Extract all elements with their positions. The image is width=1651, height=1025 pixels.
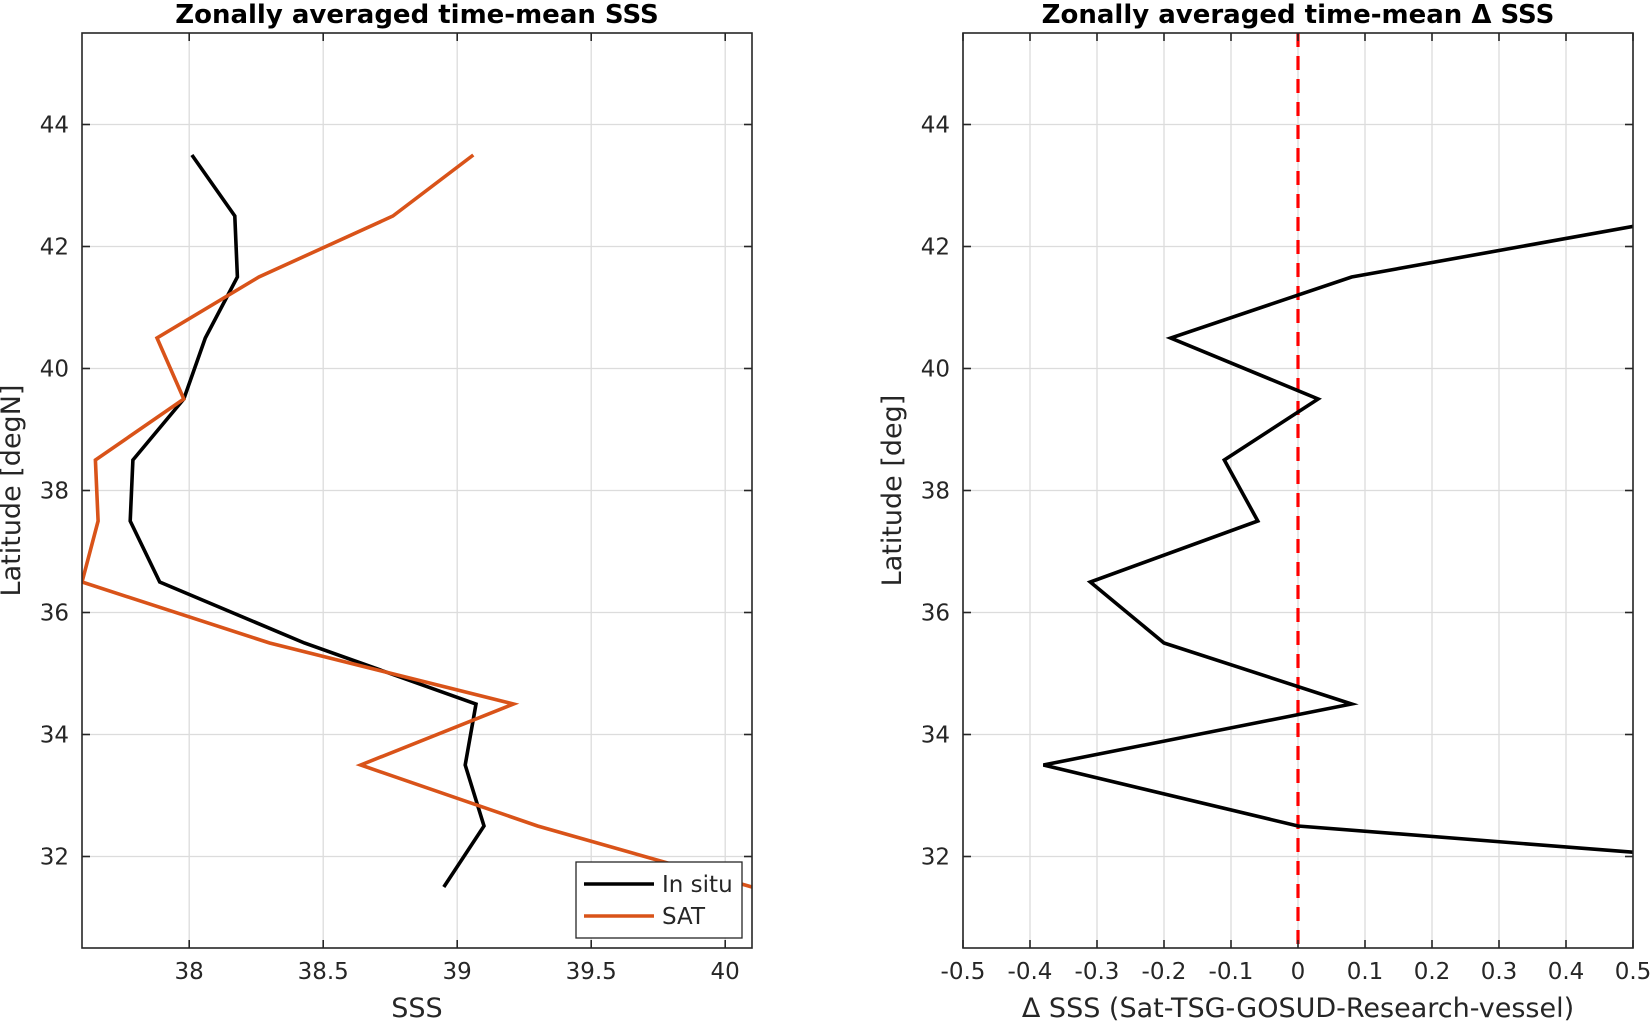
series-line-delta-sss	[1042, 224, 1633, 854]
y-tick-label: 40	[40, 357, 69, 383]
y-axis-label: Latitude [degN]	[0, 385, 27, 597]
x-tick-label: 0.5	[1615, 959, 1651, 985]
axes-layer: -0.5 -0.4 -0.3 -0.2 -0.1 0 0.1 0.2 0.3 0.4 0.5 32 34…	[921, 32, 1651, 985]
chart-title: Zonally averaged time-mean SSS	[175, 0, 659, 30]
x-tick-label: 0	[1291, 959, 1306, 985]
x-tick-label: -0.3	[1075, 959, 1120, 985]
y-tick-label: 38	[40, 479, 69, 505]
y-tick-label: 34	[921, 723, 950, 749]
y-tick-label: 32	[921, 845, 950, 871]
x-tick-label: 39.5	[566, 959, 617, 985]
legend-label: SAT	[662, 904, 706, 930]
x-tick-label: 0.1	[1347, 959, 1384, 985]
y-axis-label: Latitude [deg]	[877, 395, 908, 587]
x-tick-label: 38.5	[298, 959, 349, 985]
y-tick-label: 34	[40, 723, 69, 749]
series-line-in-situ	[128, 153, 486, 888]
y-tick-label: 36	[921, 601, 950, 627]
x-tick-label: -0.1	[1209, 959, 1254, 985]
x-tick-label: 38	[175, 959, 204, 985]
y-tick-label: 32	[40, 845, 69, 871]
y-tick-label: 44	[921, 113, 950, 139]
sss-panel: 38 38.5 39 39.5 40 32 34 36 38 40 42 44 Zonally ave…	[0, 0, 753, 1024]
x-tick-label: 40	[711, 959, 740, 985]
x-tick-label: 0.3	[1481, 959, 1518, 985]
legend-box	[575, 861, 743, 939]
x-tick-label: 0.4	[1548, 959, 1585, 985]
x-tick-label: -0.2	[1142, 959, 1187, 985]
y-tick-label: 42	[40, 235, 69, 261]
x-tick-label: -0.4	[1008, 959, 1053, 985]
y-tick-label: 40	[921, 357, 950, 383]
x-axis-label: SSS	[391, 993, 442, 1024]
axes-layer: 38 38.5 39 39.5 40 32 34 36 38 40 42 44	[40, 32, 753, 985]
chart-title: Zonally averaged time-mean Δ SSS	[1042, 0, 1555, 30]
legend-label: In situ	[662, 872, 733, 898]
x-tick-label: 39	[443, 959, 472, 985]
series-line-sat	[82, 153, 752, 889]
y-tick-label: 38	[921, 479, 950, 505]
y-tick-label: 36	[40, 601, 69, 627]
x-axis-label: Δ SSS (Sat-TSG-GOSUD-Research-vessel)	[1022, 993, 1574, 1024]
x-tick-label: -0.5	[941, 959, 986, 985]
delta-sss-panel: -0.5 -0.4 -0.3 -0.2 -0.1 0 0.1 0.2 0.3 0.4 0.5 32 34…	[877, 0, 1651, 1024]
legend: In situ SAT	[575, 861, 743, 939]
y-tick-label: 42	[921, 235, 950, 261]
y-tick-label: 44	[40, 113, 69, 139]
x-tick-label: 0.2	[1414, 959, 1451, 985]
